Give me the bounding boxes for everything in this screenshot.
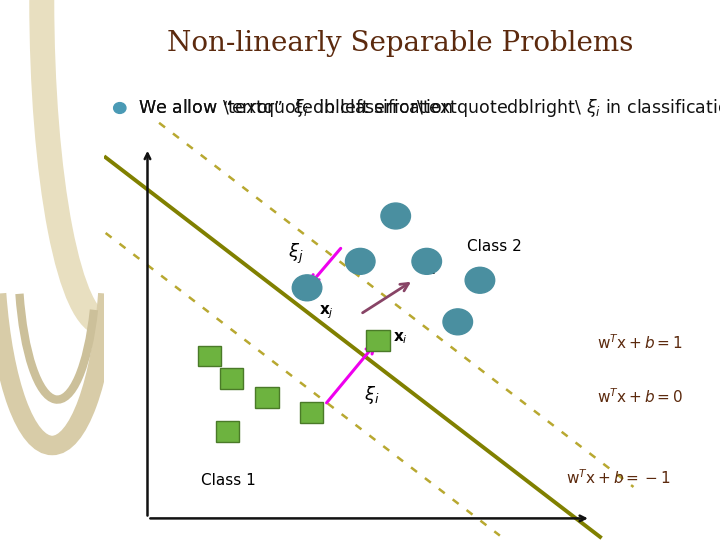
Circle shape	[346, 248, 375, 274]
Circle shape	[381, 203, 410, 229]
Circle shape	[114, 103, 126, 113]
Bar	[198, 346, 221, 366]
Text: We allow \textquotedblleft error\textquotedblright\ $\xi_i$ in classification: We allow \textquotedblleft error\textquo…	[138, 97, 720, 119]
Circle shape	[465, 267, 495, 293]
Bar	[300, 402, 323, 423]
Text: $\mathrm{w}^T\mathrm{x}+b=0$: $\mathrm{w}^T\mathrm{x}+b=0$	[597, 388, 683, 406]
Text: Non-linearly Separable Problems: Non-linearly Separable Problems	[167, 30, 633, 57]
Text: $\mathbf{w}$: $\mathbf{w}$	[420, 260, 438, 278]
Text: $\mathrm{w}^T\mathrm{x}+b=1$: $\mathrm{w}^T\mathrm{x}+b=1$	[597, 334, 683, 352]
Text: $\mathrm{w}^T\mathrm{x}+b=-1$: $\mathrm{w}^T\mathrm{x}+b=-1$	[566, 469, 671, 487]
Text: Class 2: Class 2	[467, 239, 521, 254]
Circle shape	[292, 275, 322, 301]
Text: $\xi_j$: $\xi_j$	[288, 241, 303, 266]
Circle shape	[443, 309, 472, 335]
Text: $\xi_i$: $\xi_i$	[364, 383, 379, 406]
Bar	[220, 368, 243, 389]
Text: $\mathbf{x}_j$: $\mathbf{x}_j$	[320, 303, 334, 321]
Circle shape	[412, 248, 441, 274]
Text: We allow “error”  $\xi_i$  in classification: We allow “error” $\xi_i$ in classificati…	[138, 97, 453, 119]
Bar	[366, 330, 390, 351]
Bar	[256, 387, 279, 408]
Text: Class 1: Class 1	[201, 473, 256, 488]
Bar	[215, 421, 239, 442]
Text: $\mathbf{x}_i$: $\mathbf{x}_i$	[393, 330, 408, 346]
